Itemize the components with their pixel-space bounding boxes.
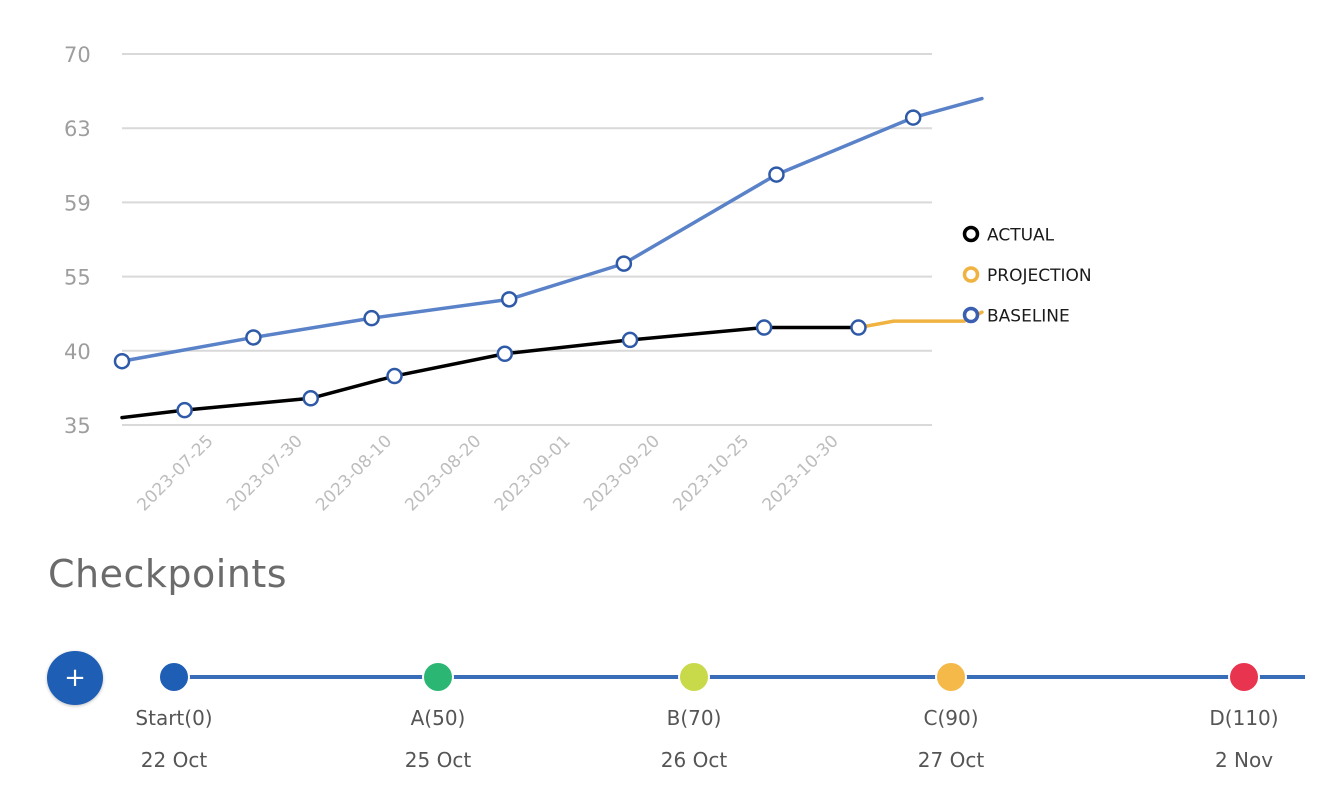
- checkpoint-dot[interactable]: [678, 661, 710, 693]
- checkpoint-item[interactable]: Start(0) 22 Oct: [94, 661, 254, 783]
- x-tick-label: 2023-08-10: [312, 431, 396, 515]
- checkpoint-item[interactable]: C(90) 27 Oct: [871, 661, 1031, 783]
- baseline-point: [615, 255, 633, 272]
- checkpoint-dot[interactable]: [158, 661, 190, 693]
- y-tick-label: 59: [64, 191, 91, 215]
- actual-point: [755, 319, 773, 336]
- x-tick-label: 2023-07-30: [223, 431, 307, 515]
- y-tick-label: 70: [64, 43, 91, 67]
- legend-marker: [962, 266, 980, 283]
- x-tick-label: 2023-10-30: [759, 431, 843, 515]
- checkpoint-item[interactable]: A(50) 25 Oct: [358, 661, 518, 783]
- checkpoint-dot[interactable]: [422, 661, 454, 693]
- baseline-point: [245, 329, 262, 346]
- checkpoint-date: 27 Oct: [917, 748, 985, 772]
- checkpoint-date: 25 Oct: [404, 748, 472, 772]
- baseline-point: [500, 291, 518, 308]
- x-tick-label: 2023-09-01: [491, 431, 575, 515]
- baseline-point: [768, 166, 785, 183]
- actual-point: [496, 345, 514, 363]
- checkpoint-dot[interactable]: [1228, 661, 1260, 693]
- series-line-actual: [120, 325, 861, 420]
- checkpoint-label: D(110): [1209, 706, 1279, 730]
- checkpoint-date: 2 Nov: [1214, 748, 1274, 772]
- actual-point: [302, 390, 319, 407]
- add-checkpoint-button[interactable]: +: [47, 651, 103, 705]
- baseline-point: [113, 352, 131, 370]
- series-line-baseline: [120, 96, 984, 363]
- checkpoint-date: 22 Oct: [140, 748, 208, 772]
- checkpoint-item[interactable]: D(110) 2 Nov: [1164, 661, 1321, 783]
- actual-point: [176, 401, 193, 419]
- y-tick-label: 40: [64, 340, 91, 364]
- x-tick-label: 2023-07-25: [134, 431, 218, 515]
- actual-point: [386, 367, 403, 385]
- checkpoint-label: C(90): [923, 706, 979, 730]
- checkpoint-label: B(70): [666, 706, 722, 730]
- baseline-point: [904, 109, 922, 126]
- y-tick-label: 35: [64, 414, 91, 438]
- legend-marker: [962, 306, 980, 324]
- x-tick-label: 2023-10-25: [669, 431, 753, 515]
- checkpoint-item[interactable]: B(70) 26 Oct: [614, 661, 774, 783]
- actual-point: [621, 331, 639, 349]
- legend-label: PROJECTION: [987, 266, 1092, 286]
- checkpoint-label: Start(0): [135, 706, 213, 730]
- legend-label: BASELINE: [987, 307, 1070, 327]
- legend-label: ACTUAL: [987, 226, 1055, 246]
- checkpoint-track: [174, 675, 1305, 679]
- checkpoint-date: 26 Oct: [660, 748, 728, 772]
- x-tick-label: 2023-09-20: [580, 431, 664, 515]
- y-tick-label: 63: [64, 117, 91, 141]
- legend-marker: [962, 225, 980, 243]
- x-tick-label: 2023-08-20: [401, 431, 485, 515]
- actual-point: [850, 319, 867, 336]
- checkpoints-title: Checkpoints: [48, 552, 288, 596]
- checkpoint-dot[interactable]: [935, 661, 967, 693]
- checkpoint-label: A(50): [410, 706, 466, 730]
- y-tick-label: 55: [64, 266, 91, 290]
- baseline-point: [363, 309, 380, 327]
